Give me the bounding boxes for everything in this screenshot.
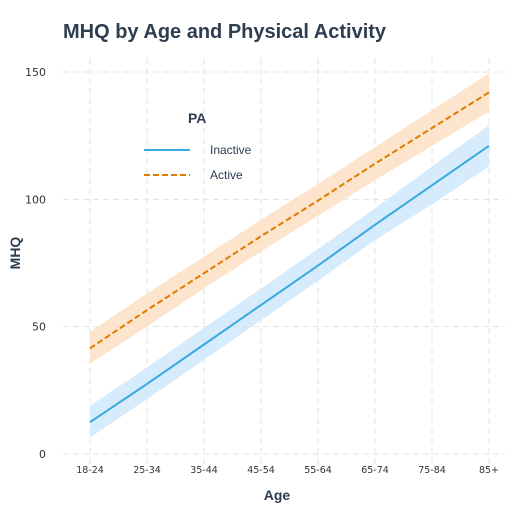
- y-tick-label: 150: [25, 66, 46, 79]
- legend-label-active: Active: [210, 168, 243, 182]
- legend-label-inactive: Inactive: [210, 143, 252, 157]
- series-lines: [89, 91, 490, 423]
- x-tick-label: 18-24: [76, 465, 104, 476]
- legend-title: PA: [188, 110, 206, 126]
- x-tick-label: 75-84: [418, 465, 446, 476]
- x-tick-label: 55-64: [304, 465, 332, 476]
- x-axis-title: Age: [264, 487, 291, 503]
- y-axis-title: MHQ: [7, 237, 23, 270]
- x-tick-label: 35-44: [190, 465, 218, 476]
- series-line-active: [89, 91, 490, 350]
- y-tick-label: 0: [39, 448, 46, 461]
- series-line-inactive: [89, 145, 490, 423]
- y-tick-label: 50: [32, 321, 46, 334]
- x-tick-label: 85+: [479, 465, 499, 476]
- legend-items: Inactive Active: [144, 143, 252, 182]
- x-tick-label: 45-54: [247, 465, 275, 476]
- y-tick-labels: 0 50 100 150: [25, 66, 46, 461]
- confidence-band-inactive: [90, 125, 489, 438]
- chart-title: MHQ by Age and Physical Activity: [63, 21, 387, 43]
- x-tick-label: 65-74: [361, 465, 389, 476]
- legend: PA Inactive Active: [144, 110, 252, 182]
- y-tick-label: 100: [25, 193, 46, 206]
- x-tick-label: 25-34: [133, 465, 161, 476]
- x-tick-labels: 18-24 25-34 35-44 45-54 55-64 65-74 75-84 85+: [76, 465, 499, 476]
